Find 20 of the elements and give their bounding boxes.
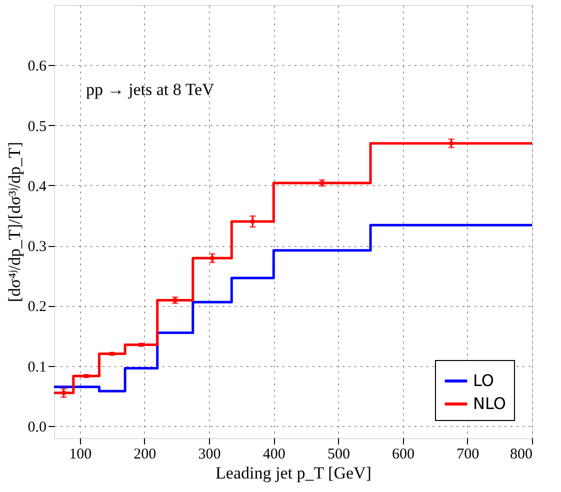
y-tick-label: 0.6 <box>28 58 47 75</box>
x-tick-label: 700 <box>456 446 480 462</box>
x-axis-title: Leading jet p_T [GeV] <box>216 464 372 482</box>
legend-label: NLO <box>473 394 506 413</box>
x-tick-label: 300 <box>198 446 221 462</box>
y-tick-label: 0.3 <box>28 239 46 256</box>
y-tick-label: 0.0 <box>28 419 46 436</box>
x-tick-label: 200 <box>134 446 156 462</box>
y-tick-label: 0.5 <box>28 118 46 135</box>
y-axis-title: [dσ⁴ʲ/dp_T]/[dσ³ʲ/dp_T] <box>4 142 24 302</box>
legend-label: LO <box>473 371 494 390</box>
x-tick-label: 500 <box>327 446 350 462</box>
y-tick-label: 0.4 <box>28 178 47 195</box>
x-tick-label: 800 <box>510 446 532 462</box>
x-tick-label: 400 <box>262 446 286 462</box>
x-tick-label: 100 <box>69 446 92 462</box>
x-tick-label: 600 <box>392 446 415 462</box>
y-tick-label: 0.2 <box>28 299 46 316</box>
annotation: pp → jets at 8 TeV <box>86 80 216 99</box>
y-tick-label: 0.1 <box>28 359 46 376</box>
